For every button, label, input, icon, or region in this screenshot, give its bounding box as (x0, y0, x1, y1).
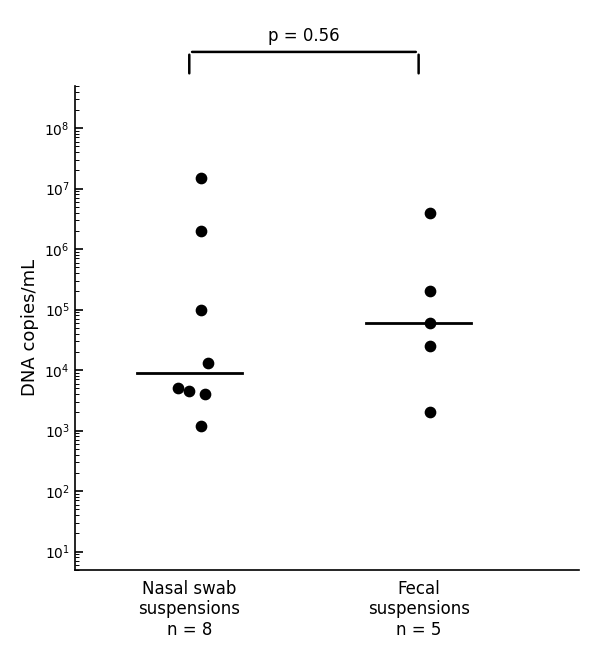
Point (425, 407, 435, 418)
Point (425, 341, 435, 351)
Point (173, 383, 182, 393)
Point (184, 386, 194, 397)
Point (203, 358, 212, 368)
Point (425, 317, 435, 328)
Y-axis label: DNA copies/mL: DNA copies/mL (21, 259, 39, 397)
Point (196, 304, 206, 315)
Point (196, 420, 206, 431)
Point (196, 226, 206, 236)
Point (425, 207, 435, 218)
Text: p = 0.56: p = 0.56 (268, 26, 340, 45)
Point (196, 173, 206, 183)
Point (200, 389, 210, 399)
Point (425, 286, 435, 297)
